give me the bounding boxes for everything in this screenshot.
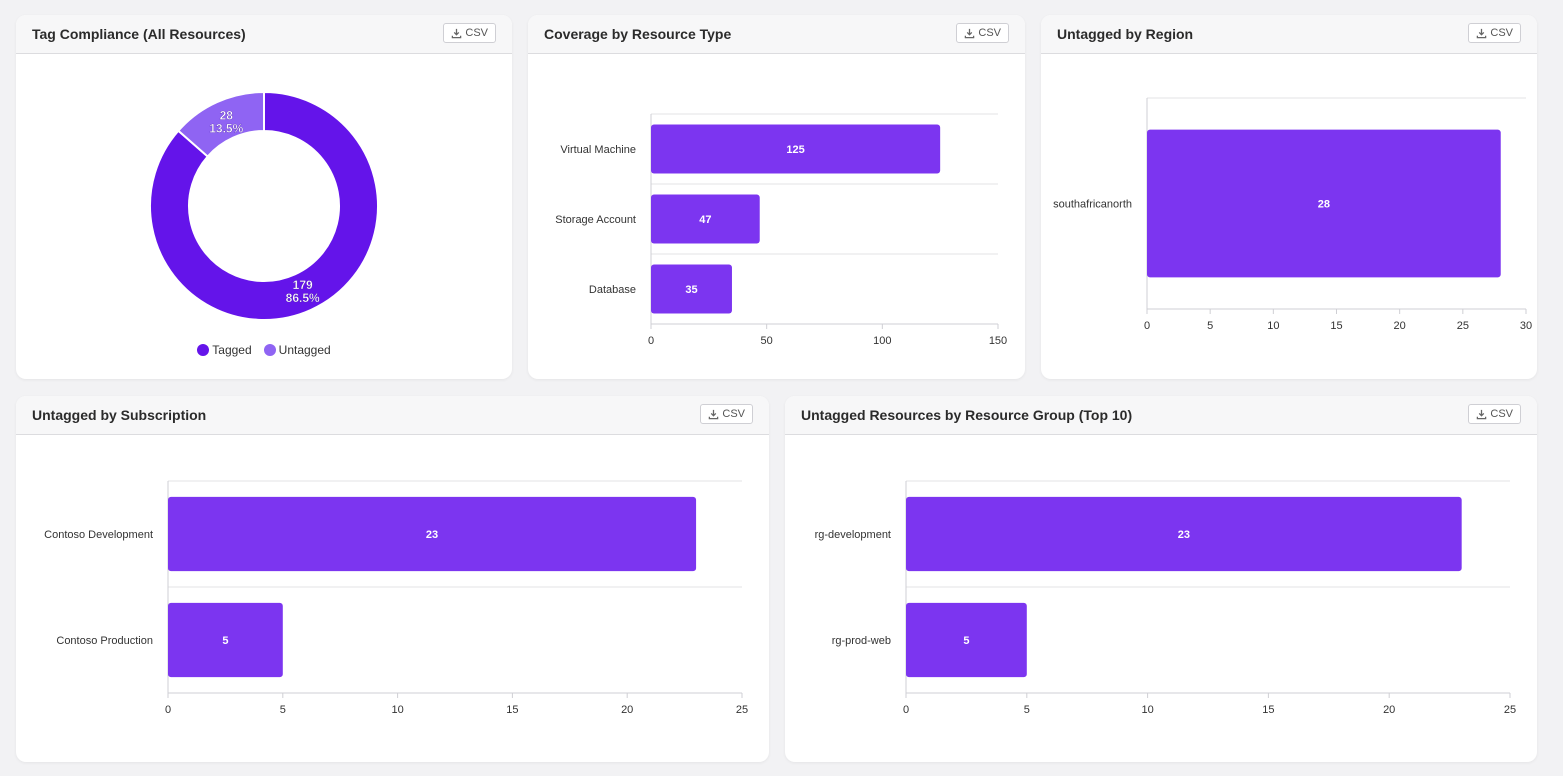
x-tick-label: 0 bbox=[1144, 320, 1150, 332]
category-tick-label: rg-development bbox=[815, 529, 891, 541]
csv-label: CSV bbox=[1490, 408, 1513, 420]
csv-label: CSV bbox=[978, 27, 1001, 39]
x-tick-label: 15 bbox=[506, 704, 518, 716]
slice-percent-label: 86.5% bbox=[286, 291, 320, 305]
x-tick-label: 100 bbox=[873, 335, 891, 347]
download-icon bbox=[709, 409, 719, 419]
download-icon bbox=[452, 28, 462, 38]
legend-swatch-tagged bbox=[197, 344, 210, 356]
bar-value-label: 23 bbox=[1178, 529, 1190, 541]
download-icon bbox=[1477, 28, 1487, 38]
x-tick-label: 10 bbox=[391, 704, 403, 716]
bar-value-label: 5 bbox=[963, 635, 969, 647]
bar-1 bbox=[906, 602, 1027, 678]
bar-value-label: 125 bbox=[786, 144, 804, 156]
x-tick-label: 15 bbox=[1330, 320, 1342, 332]
card-title: Coverage by Resource Type bbox=[544, 26, 732, 42]
csv-download-button[interactable]: CSV bbox=[956, 23, 1009, 43]
legend-item-tagged[interactable]: Tagged bbox=[197, 343, 252, 357]
x-tick-label: 5 bbox=[280, 704, 286, 716]
category-tick-label: Virtual Machine bbox=[560, 144, 636, 156]
category-tick-label: Database bbox=[589, 284, 636, 296]
coverage-bar-chart: 125 Virtual Machine 47 Storage Account 35 Dat… bbox=[555, 113, 1007, 347]
tag-compliance-card: Tag Compliance (All Resources) CSV 179 86… bbox=[16, 15, 512, 379]
bar-0 bbox=[651, 124, 941, 174]
subscription-bar-chart: 23 Contoso Development 5 Contoso Production… bbox=[44, 480, 748, 716]
x-tick-label: 15 bbox=[1262, 704, 1274, 716]
x-tick-label: 5 bbox=[1024, 704, 1030, 716]
card-title: Tag Compliance (All Resources) bbox=[32, 26, 246, 42]
untagged-by-region-card: Untagged by Region CSV 28 southafricanort… bbox=[1041, 15, 1537, 379]
csv-download-button[interactable]: CSV bbox=[443, 23, 496, 43]
csv-download-button[interactable]: CSV bbox=[700, 404, 753, 424]
x-tick-label: 0 bbox=[648, 335, 654, 347]
bar-1 bbox=[168, 602, 283, 678]
download-icon bbox=[1477, 409, 1487, 419]
slice-percent-label: 13.5% bbox=[209, 122, 243, 136]
coverage-by-resource-type-card: Coverage by Resource Type CSV 125 Virtual… bbox=[528, 15, 1025, 379]
download-icon bbox=[965, 28, 975, 38]
bar-value-label: 28 bbox=[1318, 199, 1330, 211]
region-bar-chart: 28 southafricanorth 0 5 10 15 20 25 30 bbox=[1053, 97, 1532, 332]
category-tick-label: Contoso Production bbox=[56, 635, 153, 647]
untagged-by-resource-group-card: Untagged Resources by Resource Group (To… bbox=[785, 396, 1537, 762]
card-header: Coverage by Resource Type CSV bbox=[528, 15, 1025, 54]
x-tick-label: 5 bbox=[1207, 320, 1213, 332]
x-tick-label: 30 bbox=[1520, 320, 1532, 332]
card-header: Untagged Resources by Resource Group (To… bbox=[785, 396, 1537, 435]
bar-0 bbox=[1147, 129, 1501, 278]
x-tick-label: 25 bbox=[1457, 320, 1469, 332]
untagged-by-subscription-card: Untagged by Subscription CSV 23 Contoso D… bbox=[16, 396, 769, 762]
x-tick-label: 0 bbox=[903, 704, 909, 716]
x-tick-label: 20 bbox=[621, 704, 633, 716]
card-header: Untagged by Region CSV bbox=[1041, 15, 1537, 54]
x-tick-label: 20 bbox=[1394, 320, 1406, 332]
card-title: Untagged by Region bbox=[1057, 26, 1194, 42]
card-title: Untagged by Subscription bbox=[32, 407, 207, 423]
donut-slice-untagged bbox=[176, 90, 265, 158]
category-tick-label: southafricanorth bbox=[1053, 199, 1132, 211]
x-tick-label: 0 bbox=[165, 704, 171, 716]
category-tick-label: Storage Account bbox=[555, 214, 636, 226]
legend-label: Tagged bbox=[212, 343, 252, 357]
csv-label: CSV bbox=[465, 27, 488, 39]
legend-item-untagged[interactable]: Untagged bbox=[263, 343, 331, 357]
bar-0 bbox=[168, 496, 697, 572]
slice-value-label: 179 bbox=[293, 278, 313, 292]
donut-slice-tagged bbox=[149, 90, 379, 321]
legend-label: Untagged bbox=[278, 343, 331, 357]
x-tick-label: 25 bbox=[736, 704, 748, 716]
bar-value-label: 5 bbox=[222, 635, 228, 647]
bar-1 bbox=[651, 194, 760, 244]
csv-label: CSV bbox=[1490, 27, 1513, 39]
bar-2 bbox=[651, 264, 732, 314]
category-tick-label: rg-prod-web bbox=[832, 635, 891, 647]
bar-value-label: 47 bbox=[699, 214, 711, 226]
bar-value-label: 23 bbox=[426, 529, 438, 541]
x-tick-label: 150 bbox=[989, 335, 1007, 347]
csv-download-button[interactable]: CSV bbox=[1468, 404, 1521, 424]
bar-0 bbox=[906, 496, 1462, 572]
x-tick-label: 50 bbox=[761, 335, 773, 347]
x-tick-label: 10 bbox=[1267, 320, 1279, 332]
card-title: Untagged Resources by Resource Group (To… bbox=[801, 407, 1133, 423]
csv-label: CSV bbox=[722, 408, 745, 420]
x-tick-label: 20 bbox=[1383, 704, 1395, 716]
chart-legend: Tagged Untagged bbox=[16, 343, 512, 357]
x-tick-label: 25 bbox=[1504, 704, 1516, 716]
bar-value-label: 35 bbox=[685, 284, 697, 296]
slice-value-label: 28 bbox=[220, 109, 234, 123]
resource-group-bar-chart: 23 rg-development 5 rg-prod-web 0 5 10 15 20 25 bbox=[815, 480, 1516, 716]
legend-swatch-untagged bbox=[263, 344, 276, 356]
category-tick-label: Contoso Development bbox=[44, 529, 153, 541]
card-header: Untagged by Subscription CSV bbox=[16, 396, 769, 435]
x-tick-label: 10 bbox=[1141, 704, 1153, 716]
card-header: Tag Compliance (All Resources) CSV bbox=[16, 15, 512, 54]
csv-download-button[interactable]: CSV bbox=[1468, 23, 1521, 43]
